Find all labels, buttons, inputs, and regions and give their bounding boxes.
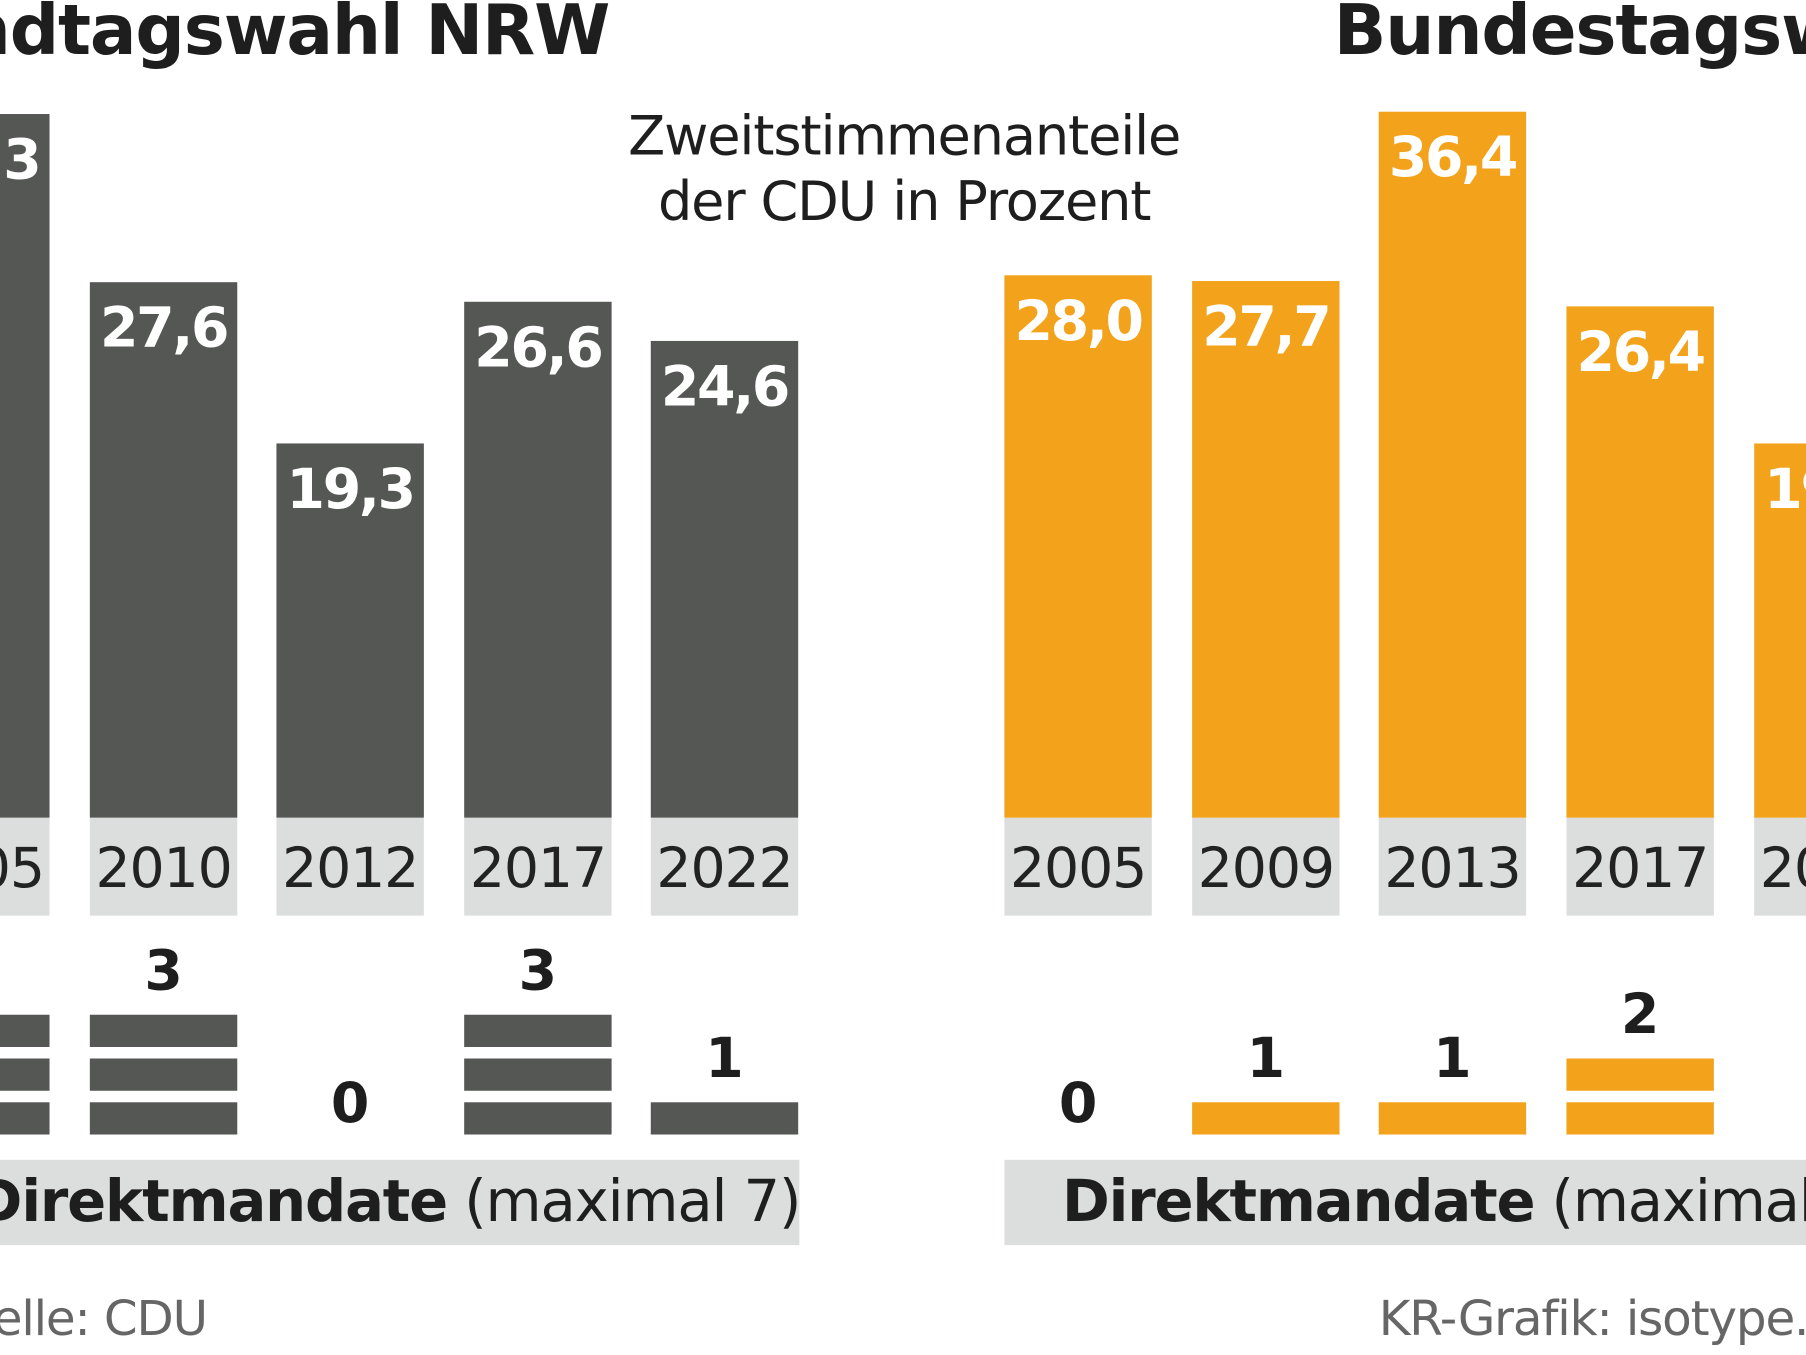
direktmandat-stripe — [89, 1058, 238, 1091]
year-label: 2017 — [1566, 817, 1714, 916]
direktmandat-stripe — [464, 1102, 612, 1135]
direktmandat-stripe — [89, 1102, 238, 1135]
direktmandate-count: 0 — [330, 1071, 370, 1136]
subtitle: Zweitstimmenanteile der CDU in Prozent — [628, 104, 1181, 235]
bar-value-label: 26,6 — [474, 315, 604, 381]
direktmandat-stripe — [650, 1102, 799, 1135]
direktmandat-stripe — [464, 1014, 612, 1047]
year-label: 2017 — [464, 817, 612, 916]
title-landtagswahl: Landtagswahl NRW — [0, 0, 610, 72]
subtitle-line-2: der CDU in Prozent — [657, 170, 1152, 234]
bar-value-label: 19,3 — [286, 457, 417, 522]
year-label: 2009 — [1192, 817, 1340, 916]
bar-2005: 36,3 — [0, 114, 50, 818]
legend-bold: Direktmandate — [1061, 1167, 1536, 1235]
year-label: 2022 — [650, 817, 799, 916]
credit-note: KR-Grafik: isotype.com — [1378, 1290, 1806, 1347]
bar-value-label: 27,7 — [1202, 294, 1332, 360]
direktmandate-count: 0 — [1058, 1071, 1098, 1136]
direktmandate-count: 2 — [1620, 982, 1660, 1047]
direktmandate-count: 3 — [144, 938, 183, 1004]
direktmandate-count: 3 — [0, 939, 50, 1004]
legend-direktmandate-bund: Direktmandate (maximal 4) — [1004, 1159, 1806, 1246]
bar-2010: 27,6 — [89, 282, 238, 818]
direktmandate-count: 1 — [1433, 1026, 1472, 1091]
bar-value-label: 36,3 — [0, 127, 42, 193]
direktmandat-stripe — [0, 1014, 50, 1047]
bar-2017: 26,4 — [1566, 306, 1714, 818]
year-label: 2021 — [1754, 817, 1806, 916]
direktmandat-stripe — [1192, 1102, 1340, 1135]
subtitle-line-1: Zweitstimmenanteile — [628, 104, 1181, 169]
legend-direktmandate-nrw: Direktmandate (maximal 7) — [0, 1159, 800, 1246]
bar-value-label: 26,4 — [1576, 319, 1707, 385]
title-bundestagswahl: Bundestagswahl — [1333, 0, 1806, 72]
legend-rest: (maximal 7) — [447, 1167, 800, 1235]
direktmandat-stripe — [1378, 1102, 1527, 1135]
direktmandate-count: 3 — [518, 938, 558, 1004]
bar-2013: 36,4 — [1378, 112, 1527, 818]
direktmandat-stripe — [89, 1014, 238, 1047]
direktmandat-stripe — [464, 1058, 612, 1091]
year-label: 2005 — [1004, 817, 1152, 916]
bar-value-label: 36,4 — [1388, 125, 1519, 191]
direktmandate-count: 1 — [1246, 1026, 1286, 1091]
year-label: 2012 — [276, 817, 424, 916]
direktmandate-count: 1 — [705, 1026, 744, 1091]
direktmandat-stripe — [0, 1058, 50, 1091]
bar-2017: 26,6 — [464, 302, 612, 818]
direktmandat-stripe — [0, 1102, 50, 1135]
source-note: Quelle: CDU — [0, 1290, 208, 1347]
year-label: 2013 — [1378, 817, 1527, 916]
bar-value-label: 19,3 — [1764, 457, 1806, 522]
bar-2005: 28,0 — [1004, 274, 1152, 818]
bar-2009: 27,7 — [1192, 280, 1340, 818]
bar-value-label: 27,6 — [99, 296, 230, 362]
bar-2022: 24,6 — [650, 340, 799, 818]
bar-value-label: 28,0 — [1014, 288, 1144, 354]
year-label: 2010 — [89, 817, 238, 916]
direktmandat-stripe — [1566, 1058, 1714, 1091]
year-label: 2005 — [0, 817, 50, 916]
bar-2012: 19,3 — [276, 443, 424, 818]
bar-2021: 19,3 — [1754, 443, 1806, 818]
legend-rest: (maximal 4) — [1551, 1167, 1806, 1235]
legend-bold: Direktmandate — [0, 1167, 448, 1235]
direktmandat-stripe — [1566, 1102, 1714, 1135]
bar-value-label: 24,6 — [660, 354, 791, 420]
